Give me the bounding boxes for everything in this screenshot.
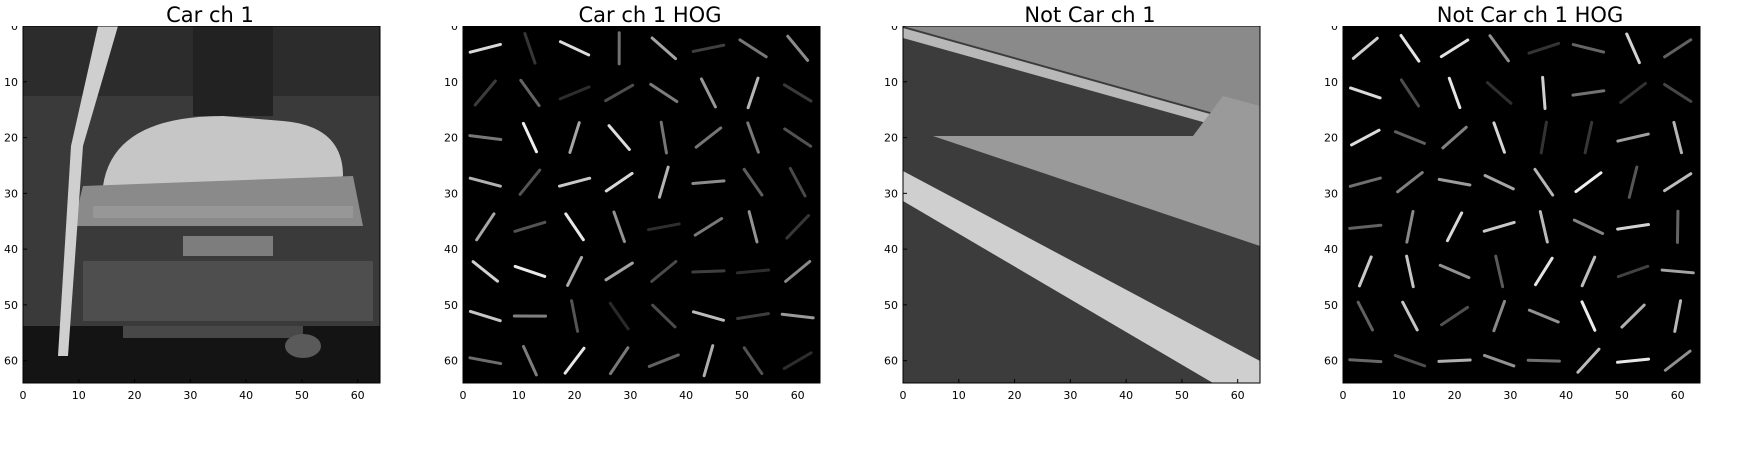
panel-title: Car ch 1 HOG	[578, 3, 722, 27]
y-tick-label: 30	[4, 187, 18, 200]
x-tick-label: 0	[460, 389, 467, 402]
x-tick-label: 10	[72, 389, 86, 402]
panel-title: Not Car ch 1	[1024, 3, 1156, 27]
x-tick-label: 10	[1392, 389, 1406, 402]
x-tick-label: 40	[239, 389, 253, 402]
x-tick-label: 20	[1008, 389, 1022, 402]
image-car-ch1	[23, 26, 380, 383]
y-tick-label: 50	[4, 299, 18, 312]
x-tick-label: 50	[735, 389, 749, 402]
axes-frame	[902, 26, 1261, 384]
image-car-ch1-hog	[463, 26, 820, 383]
x-tick-label: 50	[1615, 389, 1629, 402]
x-tick-label: 0	[1340, 389, 1347, 402]
y-tick-label: 20	[884, 132, 898, 145]
y-tick-label: 30	[444, 187, 458, 200]
axes-frame	[22, 26, 381, 384]
panel-title: Car ch 1	[166, 3, 254, 27]
x-tick-label: 40	[1119, 389, 1133, 402]
x-tick-label: 60	[791, 389, 805, 402]
y-tick-label: 0	[11, 26, 18, 33]
panel-notcar-ch1: Not Car ch 1 0 10 20 30 40 50 60 0 10 20 30 40 50 60	[880, 0, 1300, 450]
plot-car-ch1: 0 10 20 30 40 50 60 0 10 20 30 40 50 60	[4, 26, 381, 402]
x-tick-label: 30	[1063, 389, 1077, 402]
y-tick-label: 50	[1324, 299, 1338, 312]
y-tick-label: 40	[4, 243, 18, 256]
plot-notcar-ch1-hog: 0 10 20 30 40 50 60 0 10 20 30 40 50 60	[1324, 26, 1701, 402]
y-tick-label: 40	[884, 243, 898, 256]
panel-car-ch1: Car ch 1 0 10 20 30 40 50 60 0 10 20 30 40 50 60	[0, 0, 420, 450]
x-tick-label: 60	[351, 389, 365, 402]
y-tick-label: 10	[884, 76, 898, 89]
x-tick-label: 30	[623, 389, 637, 402]
panel-car-ch1-hog: Car ch 1 HOG 0 10 20 30 40 50 60 0 10 20 30 40 50 60	[440, 0, 860, 450]
y-tick-label: 0	[1331, 26, 1338, 33]
axes-frame	[462, 26, 821, 384]
y-tick-label: 60	[444, 355, 458, 368]
x-tick-label: 40	[1559, 389, 1573, 402]
plot-notcar-ch1: 0 10 20 30 40 50 60 0 10 20 30 40 50 60	[884, 26, 1261, 402]
y-tick-label: 60	[884, 355, 898, 368]
x-tick-label: 20	[1448, 389, 1462, 402]
y-tick-label: 30	[884, 187, 898, 200]
y-tick-label: 20	[444, 132, 458, 145]
y-tick-label: 40	[1324, 243, 1338, 256]
y-tick-label: 10	[4, 76, 18, 89]
x-tick-label: 40	[679, 389, 693, 402]
axes-frame	[1342, 26, 1701, 384]
x-tick-label: 50	[1175, 389, 1189, 402]
x-tick-label: 0	[20, 389, 27, 402]
panel-title: Not Car ch 1 HOG	[1436, 3, 1624, 27]
y-tick-label: 60	[4, 355, 18, 368]
y-tick-label: 50	[444, 299, 458, 312]
x-tick-label: 10	[952, 389, 966, 402]
y-tick-label: 50	[884, 299, 898, 312]
y-tick-label: 20	[1324, 132, 1338, 145]
x-tick-label: 20	[568, 389, 582, 402]
x-tick-label: 30	[183, 389, 197, 402]
y-tick-label: 0	[451, 26, 458, 33]
x-tick-label: 60	[1671, 389, 1685, 402]
y-tick-label: 60	[1324, 355, 1338, 368]
y-tick-label: 10	[1324, 76, 1338, 89]
y-tick-label: 40	[444, 243, 458, 256]
x-tick-label: 10	[512, 389, 526, 402]
image-notcar-ch1	[903, 26, 1260, 383]
plot-car-ch1-hog: 0 10 20 30 40 50 60 0 10 20 30 40 50 60	[444, 26, 821, 402]
x-tick-label: 30	[1503, 389, 1517, 402]
x-tick-label: 50	[295, 389, 309, 402]
y-tick-label: 0	[891, 26, 898, 33]
panel-notcar-ch1-hog: Not Car ch 1 HOG 0 10 20 30 40 50 60 0 10 20 30 40 5…	[1320, 0, 1740, 450]
x-tick-label: 60	[1231, 389, 1245, 402]
y-tick-label: 20	[4, 132, 18, 145]
y-tick-label: 30	[1324, 187, 1338, 200]
y-tick-label: 10	[444, 76, 458, 89]
image-notcar-ch1-hog	[1343, 26, 1700, 383]
x-tick-label: 0	[900, 389, 907, 402]
x-tick-label: 20	[128, 389, 142, 402]
